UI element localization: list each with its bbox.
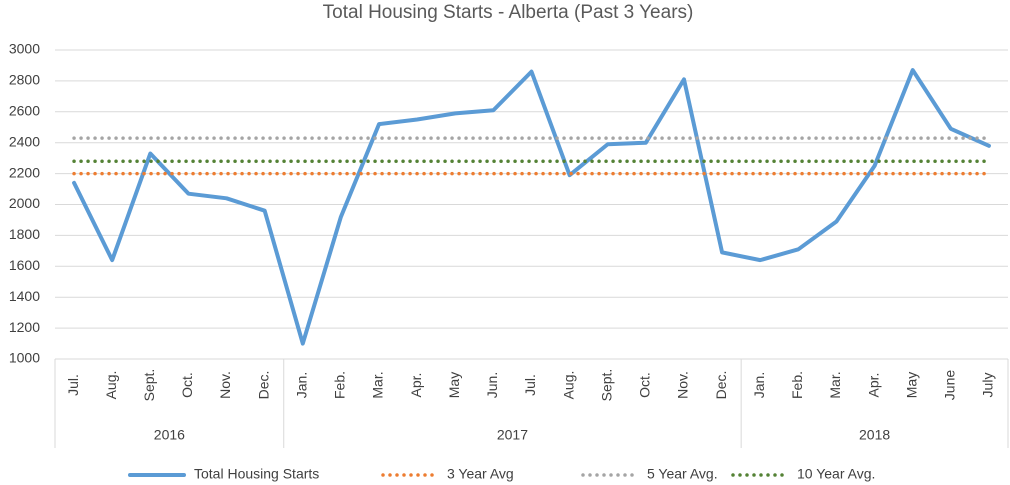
- x-tick-label: Sept.: [598, 369, 614, 402]
- x-group-label: 2016: [154, 427, 185, 443]
- series-line: [72, 68, 991, 346]
- x-tick-label: Oct.: [179, 372, 195, 398]
- y-tick-label: 2800: [9, 72, 40, 88]
- x-tick-label: Jun.: [484, 372, 500, 398]
- legend-label: 10 Year Avg.: [797, 466, 875, 482]
- x-tick-label: Nov.: [217, 371, 233, 399]
- x-tick-label: Oct.: [637, 372, 653, 398]
- x-tick-label: May: [903, 372, 919, 398]
- legend-label: Total Housing Starts: [194, 466, 319, 482]
- x-tick-label: May: [446, 372, 462, 398]
- x-tick-label: Jan.: [751, 372, 767, 398]
- x-tick-label: Mar.: [827, 371, 843, 398]
- y-tick-label: 2600: [9, 103, 40, 119]
- x-tick-label: Aug.: [103, 371, 119, 400]
- x-tick-label: Apr.: [408, 373, 424, 398]
- y-tick-label: 1200: [9, 319, 40, 335]
- x-group-label: 2018: [859, 427, 890, 443]
- x-tick-label: Jul.: [522, 374, 538, 396]
- y-tick-label: 3000: [9, 41, 40, 57]
- x-tick-label: Dec.: [255, 371, 271, 400]
- y-tick-label: 1600: [9, 257, 40, 273]
- x-group-label: 2017: [497, 427, 528, 443]
- chart-title: Total Housing Starts - Alberta (Past 3 Y…: [323, 2, 694, 23]
- y-tick-label: 1000: [9, 350, 40, 366]
- x-tick-label: Feb.: [789, 371, 805, 399]
- x-tick-label: Nov.: [675, 371, 691, 399]
- x-tick-label: Aug.: [560, 371, 576, 400]
- y-tick-label: 1400: [9, 288, 40, 304]
- x-tick-label: July: [980, 373, 996, 398]
- legend-label: 3 Year Avg: [447, 466, 514, 482]
- x-tick-label: Jul.: [65, 374, 81, 396]
- y-tick-label: 2400: [9, 133, 40, 149]
- x-tick-label: Feb.: [332, 371, 348, 399]
- x-tick-label: Apr.: [865, 373, 881, 398]
- x-tick-label: Mar.: [370, 371, 386, 398]
- x-tick-label: Sept.: [141, 369, 157, 402]
- y-tick-label: 2200: [9, 164, 40, 180]
- legend-label: 5 Year Avg.: [647, 466, 718, 482]
- y-tick-label: 2000: [9, 195, 40, 211]
- x-tick-label: Dec.: [713, 371, 729, 400]
- y-tick-label: 1800: [9, 226, 40, 242]
- x-tick-label: June: [942, 370, 958, 401]
- x-tick-label: Jan.: [293, 372, 309, 398]
